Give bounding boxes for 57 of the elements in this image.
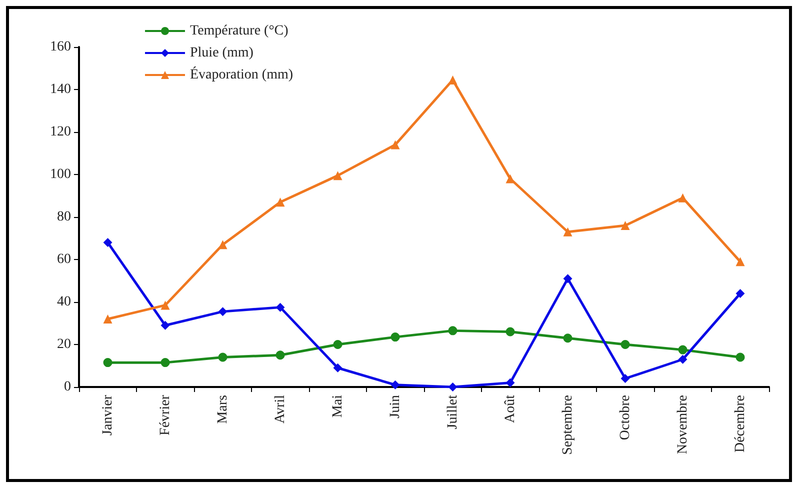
point: [160, 320, 170, 330]
point: [160, 300, 170, 310]
y-tick-label: 80: [57, 210, 71, 224]
x-tick-label: Mars: [215, 395, 230, 424]
y-tick-label: 160: [50, 40, 71, 54]
point: [276, 350, 285, 360]
x-tick-label: Février: [158, 394, 173, 436]
x-tick-label: Mai: [330, 394, 346, 418]
x-tick-label: Octobre: [618, 395, 633, 440]
point: [276, 302, 285, 312]
x-tick-label: Novembre: [675, 395, 690, 454]
point: [333, 171, 342, 180]
point: [563, 227, 572, 236]
point: [563, 334, 572, 343]
point: [390, 332, 400, 342]
y-tick-label: 0: [64, 380, 71, 394]
point: [736, 257, 745, 266]
point: [736, 289, 745, 298]
point: [218, 352, 228, 362]
point: [390, 140, 400, 150]
point: [448, 326, 458, 336]
x-tick-label: Avril: [272, 394, 288, 424]
x-tick-label: Décembre: [732, 395, 748, 453]
point: [736, 352, 745, 362]
point: [333, 363, 342, 372]
legend-label: Température (°C): [190, 24, 289, 38]
x-tick-label: Septembre: [560, 395, 576, 455]
point: [506, 327, 515, 336]
point: [390, 380, 400, 390]
point: [678, 354, 688, 364]
x-tick-label: Juin: [388, 395, 403, 418]
y-tick-label: 140: [50, 82, 71, 97]
point: [103, 314, 112, 324]
point: [448, 382, 458, 392]
point: [620, 340, 630, 349]
point: [103, 358, 112, 368]
point: [333, 340, 342, 349]
point: [218, 307, 228, 316]
point: [103, 238, 112, 247]
y-tick-label: 60: [57, 252, 71, 267]
point: [448, 75, 458, 84]
point: [506, 378, 515, 388]
x-tick-label: Août: [502, 394, 518, 423]
y-tick-label: 20: [57, 337, 71, 352]
point: [160, 358, 170, 368]
point: [620, 221, 630, 230]
y-tick-label: 40: [57, 294, 71, 310]
legend-label: Pluie (mm): [190, 46, 254, 60]
point: [620, 374, 630, 383]
point: [678, 345, 688, 354]
point: [563, 274, 572, 284]
x-tick-label: Juillet: [445, 394, 460, 430]
y-tick-label: 100: [50, 167, 71, 182]
point: [276, 198, 285, 207]
legend-label: Évaporation (mm): [190, 66, 294, 82]
y-tick-label: 120: [50, 124, 71, 140]
x-tick-label: Janvier: [100, 394, 116, 436]
